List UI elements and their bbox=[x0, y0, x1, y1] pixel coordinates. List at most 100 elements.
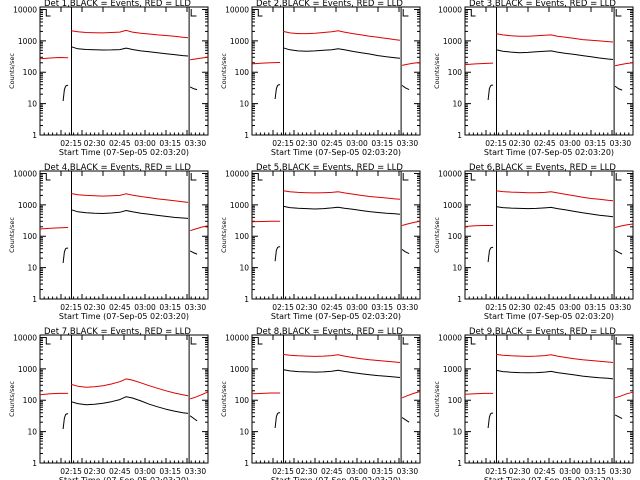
x-axis-label: Start Time (07-Sep-05 02:03:20) bbox=[484, 148, 614, 157]
series-events-line bbox=[614, 85, 623, 91]
series-events-line bbox=[274, 84, 281, 100]
panel-det-7: Det 7,BLACK = Events, RED = LLD 1 10 100 100… bbox=[8, 327, 209, 480]
y-tick-label: 1000 bbox=[18, 365, 37, 374]
series-events-line bbox=[495, 49, 614, 60]
series-lld-line bbox=[614, 223, 634, 228]
y-tick-label: 100 bbox=[23, 232, 38, 241]
y-tick-label: 100 bbox=[448, 232, 463, 241]
panel-title: Det 6,BLACK = Events, RED = LLD bbox=[469, 163, 616, 173]
series-events-line bbox=[401, 417, 410, 423]
corner-marker bbox=[257, 9, 263, 17]
y-tick-label: 10 bbox=[239, 264, 249, 273]
y-axis-label: Counts/sec bbox=[433, 53, 441, 89]
series-events-line bbox=[487, 246, 494, 263]
panel-title: Det 4,BLACK = Events, RED = LLD bbox=[44, 163, 191, 173]
x-tick-label: 03:30 bbox=[185, 467, 207, 476]
x-tick-label: 02:15 bbox=[485, 467, 507, 476]
x-axis-label: Start Time (07-Sep-05 02:03:20) bbox=[271, 148, 401, 157]
x-tick-label: 02:30 bbox=[509, 303, 531, 312]
x-tick-label: 02:45 bbox=[109, 303, 131, 312]
series-events-line bbox=[62, 247, 69, 264]
plot-frame bbox=[251, 334, 421, 464]
y-tick-label: 100 bbox=[235, 68, 250, 77]
y-tick-label: 10000 bbox=[13, 5, 37, 14]
y-tick-label: 100 bbox=[448, 396, 463, 405]
x-tick-label: 02:30 bbox=[84, 303, 106, 312]
y-tick-label: 1000 bbox=[230, 37, 249, 46]
y-tick-label: 10 bbox=[452, 100, 462, 109]
corner-marker bbox=[470, 9, 476, 17]
y-tick-label: 1 bbox=[244, 459, 249, 468]
x-tick-label: 03:15 bbox=[584, 303, 606, 312]
y-tick-label: 10000 bbox=[438, 333, 462, 342]
corner-marker bbox=[615, 337, 622, 345]
series-events-line bbox=[401, 85, 410, 91]
x-tick-label: 03:30 bbox=[610, 139, 632, 148]
y-axis-label: Counts/sec bbox=[433, 381, 441, 417]
x-tick-label: 02:15 bbox=[272, 139, 294, 148]
y-tick-label: 1 bbox=[32, 459, 37, 468]
y-tick-label: 10000 bbox=[13, 333, 37, 342]
x-tick-label: 02:30 bbox=[296, 139, 318, 148]
x-tick-label: 03:00 bbox=[559, 467, 581, 476]
y-tick-label: 1000 bbox=[18, 37, 37, 46]
panel-det-9: Det 9,BLACK = Events, RED = LLD 1 10 100 100… bbox=[433, 327, 634, 480]
x-tick-label: 02:15 bbox=[60, 139, 82, 148]
corner-marker bbox=[190, 9, 197, 17]
series-events-line bbox=[614, 249, 623, 255]
series-events-line bbox=[274, 246, 281, 262]
x-tick-label: 03:15 bbox=[371, 139, 393, 148]
series-lld-line bbox=[190, 391, 209, 400]
y-axis-label: Counts/sec bbox=[8, 53, 16, 89]
series-lld-line bbox=[251, 392, 281, 395]
y-tick-label: 10 bbox=[27, 428, 37, 437]
x-tick-label: 03:15 bbox=[371, 303, 393, 312]
panel-title: Det 3,BLACK = Events, RED = LLD bbox=[469, 0, 616, 9]
panel-det-6: Det 6,BLACK = Events, RED = LLD 1 10 100 100… bbox=[433, 163, 634, 321]
series-events-line bbox=[62, 413, 69, 430]
x-tick-label: 02:15 bbox=[272, 467, 294, 476]
y-tick-label: 10 bbox=[239, 428, 249, 437]
corner-marker bbox=[402, 337, 409, 345]
plot-frame bbox=[251, 170, 421, 300]
panel-det-2: Det 2,BLACK = Events, RED = LLD 1 10 100 100… bbox=[220, 0, 421, 157]
x-tick-label: 02:45 bbox=[109, 139, 131, 148]
y-axis-label: Counts/sec bbox=[8, 217, 16, 253]
y-tick-label: 1 bbox=[32, 295, 37, 304]
plot-frame bbox=[39, 6, 209, 136]
x-tick-label: 03:15 bbox=[159, 139, 181, 148]
y-tick-label: 1 bbox=[244, 295, 249, 304]
x-tick-label: 02:45 bbox=[321, 303, 343, 312]
series-events-line bbox=[62, 84, 69, 102]
x-tick-label: 03:00 bbox=[559, 139, 581, 148]
y-tick-label: 10000 bbox=[225, 333, 249, 342]
corner-marker bbox=[45, 337, 51, 345]
x-tick-label: 02:45 bbox=[534, 139, 556, 148]
panel-title: Det 5,BLACK = Events, RED = LLD bbox=[256, 163, 403, 173]
plot-frame bbox=[251, 6, 421, 136]
x-tick-label: 03:15 bbox=[584, 139, 606, 148]
series-events-line bbox=[283, 369, 401, 378]
x-axis-label: Start Time (07-Sep-05 02:03:20) bbox=[484, 312, 614, 321]
x-tick-label: 03:30 bbox=[397, 467, 419, 476]
corner-marker bbox=[615, 173, 622, 181]
series-events-line bbox=[487, 84, 494, 101]
x-axis-label: Start Time (07-Sep-05 02:03:20) bbox=[271, 476, 401, 480]
x-tick-label: 03:30 bbox=[397, 303, 419, 312]
corner-marker bbox=[190, 337, 197, 345]
panel-det-8: Det 8,BLACK = Events, RED = LLD 1 10 100 100… bbox=[220, 327, 421, 480]
y-tick-label: 1000 bbox=[230, 365, 249, 374]
y-tick-label: 10 bbox=[452, 264, 462, 273]
series-events-line bbox=[614, 414, 623, 420]
panel-title: Det 8,BLACK = Events, RED = LLD bbox=[256, 327, 403, 337]
corner-marker bbox=[615, 9, 622, 17]
x-tick-label: 03:00 bbox=[346, 139, 368, 148]
series-events-line bbox=[70, 46, 189, 57]
y-tick-label: 100 bbox=[23, 396, 38, 405]
series-events-line bbox=[189, 86, 198, 91]
x-tick-label: 02:30 bbox=[296, 467, 318, 476]
series-lld-line bbox=[190, 225, 209, 232]
x-axis-label: Start Time (07-Sep-05 02:03:20) bbox=[59, 476, 189, 480]
series-lld-line bbox=[283, 190, 401, 200]
y-axis-label: Counts/sec bbox=[8, 381, 16, 417]
